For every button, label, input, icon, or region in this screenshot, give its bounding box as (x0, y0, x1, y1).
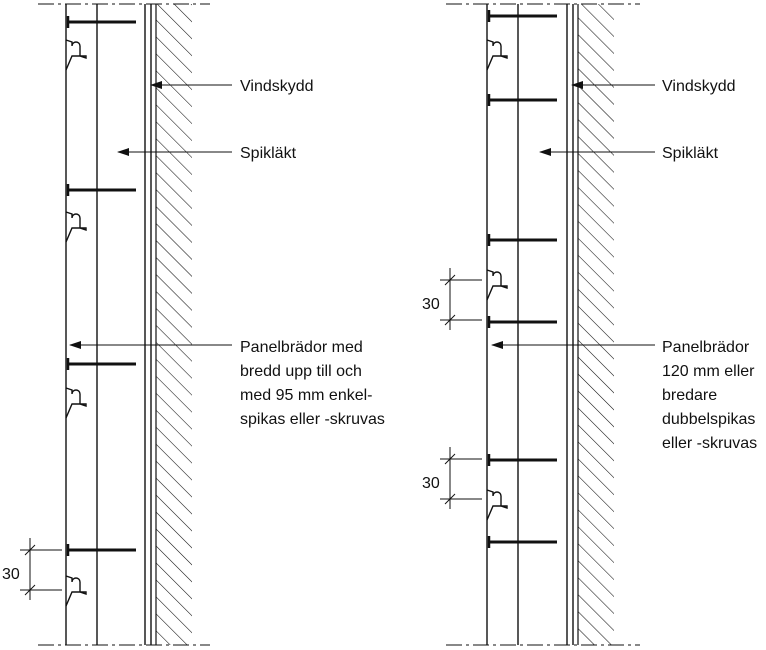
wall-hatch-left (156, 4, 192, 645)
dimension-30-right-upper (440, 268, 482, 330)
dimension-label-right-lower: 30 (422, 475, 440, 492)
vindskydd-board-right (566, 4, 574, 645)
board-joint (65, 387, 87, 419)
dimension-30-right-lower (440, 447, 482, 509)
wall-hatch-right (578, 4, 614, 645)
left-detail: 30 Vindskydd Spikläkt Panelbrädor med br… (2, 3, 385, 646)
board-joint (65, 575, 87, 607)
label-vindskydd-right: Vindskydd (662, 78, 736, 95)
panel-boards-right (486, 4, 508, 645)
panel-boards-left (65, 4, 87, 645)
nails-left (66, 16, 136, 556)
board-joint (65, 39, 87, 71)
vindskydd-board-left (144, 4, 152, 645)
label-panel-line-3-left: med 95 mm enkel- (240, 387, 373, 404)
board-joint (65, 211, 87, 243)
board-joint (486, 39, 508, 71)
label-panel-line-3-right: bredare (662, 387, 717, 404)
label-panel-line-5-right: eller -skruvas (662, 435, 757, 452)
label-panel-line-2-right: 120 mm eller (662, 363, 755, 380)
label-panel-line-4-right: dubbelspikas (662, 411, 755, 428)
label-spiklakt-right: Spikläkt (662, 145, 719, 162)
label-panel-line-4-left: spikas eller -skruvas (240, 411, 385, 428)
nails-right (487, 10, 557, 548)
label-spiklakt-left: Spikläkt (240, 145, 297, 162)
label-panel-line-2-left: bredd upp till och (240, 363, 362, 380)
right-detail: 30 30 Vindskydd Spikläkt Panelbrädor 120… (422, 3, 757, 646)
dimension-30-left (20, 538, 62, 600)
label-panel-line-1-left: Panelbrädor med (240, 339, 363, 356)
label-panel-line-1-right: Panelbrädor (662, 339, 750, 356)
dimension-label-left: 30 (2, 566, 20, 583)
label-vindskydd-left: Vindskydd (240, 78, 314, 95)
dimension-label-right-upper: 30 (422, 296, 440, 313)
board-joint (486, 269, 508, 301)
board-joint (486, 489, 508, 521)
